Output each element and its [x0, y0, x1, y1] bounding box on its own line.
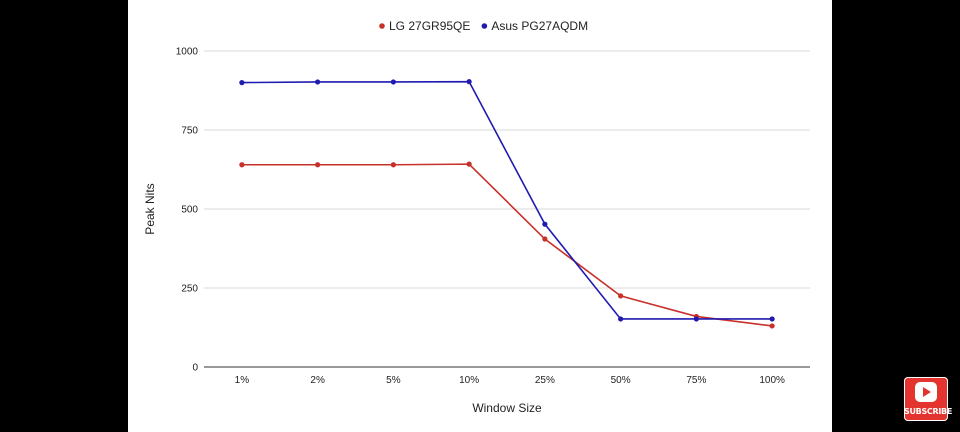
series-1 — [239, 79, 775, 322]
y-tick-label: 500 — [181, 205, 198, 216]
data-point — [239, 80, 245, 86]
series-line — [241, 163, 773, 327]
y-axis-title: Peak Nits — [143, 183, 157, 234]
series-lines — [239, 79, 775, 329]
subscribe-label: SUBSCRIBE — [904, 407, 952, 416]
legend-marker — [379, 23, 385, 29]
y-tick-label: 1000 — [176, 47, 199, 58]
legend-entry: LG 27GR95QE — [389, 19, 470, 33]
chart-panel: 0 250 500 750 1000 1% 2% 5% 10% 25% 50% 75% 100% LG … — [128, 0, 832, 432]
series-line — [241, 80, 773, 320]
data-point — [390, 79, 396, 85]
data-point — [315, 162, 321, 168]
data-point — [466, 79, 472, 85]
series-0 — [239, 161, 775, 329]
data-point — [466, 161, 472, 167]
x-tick-label: 50% — [611, 375, 631, 386]
data-point — [693, 316, 699, 322]
x-tick-label: 5% — [386, 375, 401, 386]
y-tick-label: 0 — [192, 363, 198, 374]
data-point — [542, 221, 548, 227]
legend-marker — [481, 23, 488, 29]
axes: 0 250 500 750 1000 1% 2% 5% 10% 25% 50% 75% 100% — [176, 47, 810, 386]
x-tick-label: 2% — [310, 375, 325, 386]
subscribe-button[interactable]: SUBSCRIBE — [904, 377, 952, 421]
x-tick-label: 100% — [759, 375, 785, 386]
data-point — [769, 316, 775, 322]
y-tick-label: 750 — [181, 126, 198, 137]
data-point — [769, 323, 775, 329]
data-point — [239, 162, 245, 168]
data-point — [315, 79, 321, 85]
x-tick-label: 25% — [535, 375, 555, 386]
gridlines — [204, 50, 810, 289]
legend-entry: Asus PG27AQDM — [491, 19, 588, 33]
x-tick-label: 75% — [686, 375, 706, 386]
legend: LG 27GR95QE Asus PG27AQDM — [379, 19, 588, 33]
x-tick-label: 1% — [235, 375, 250, 386]
x-axis-title: Window Size — [472, 401, 542, 415]
line-chart: 0 250 500 750 1000 1% 2% 5% 10% 25% 50% 75% 100% LG … — [143, 19, 810, 415]
data-point — [618, 316, 624, 322]
x-tick-label: 10% — [459, 375, 479, 386]
data-point — [618, 293, 624, 299]
data-point — [542, 236, 548, 242]
youtube-play-icon — [915, 382, 937, 402]
data-point — [390, 162, 396, 168]
y-tick-label: 250 — [181, 284, 198, 295]
